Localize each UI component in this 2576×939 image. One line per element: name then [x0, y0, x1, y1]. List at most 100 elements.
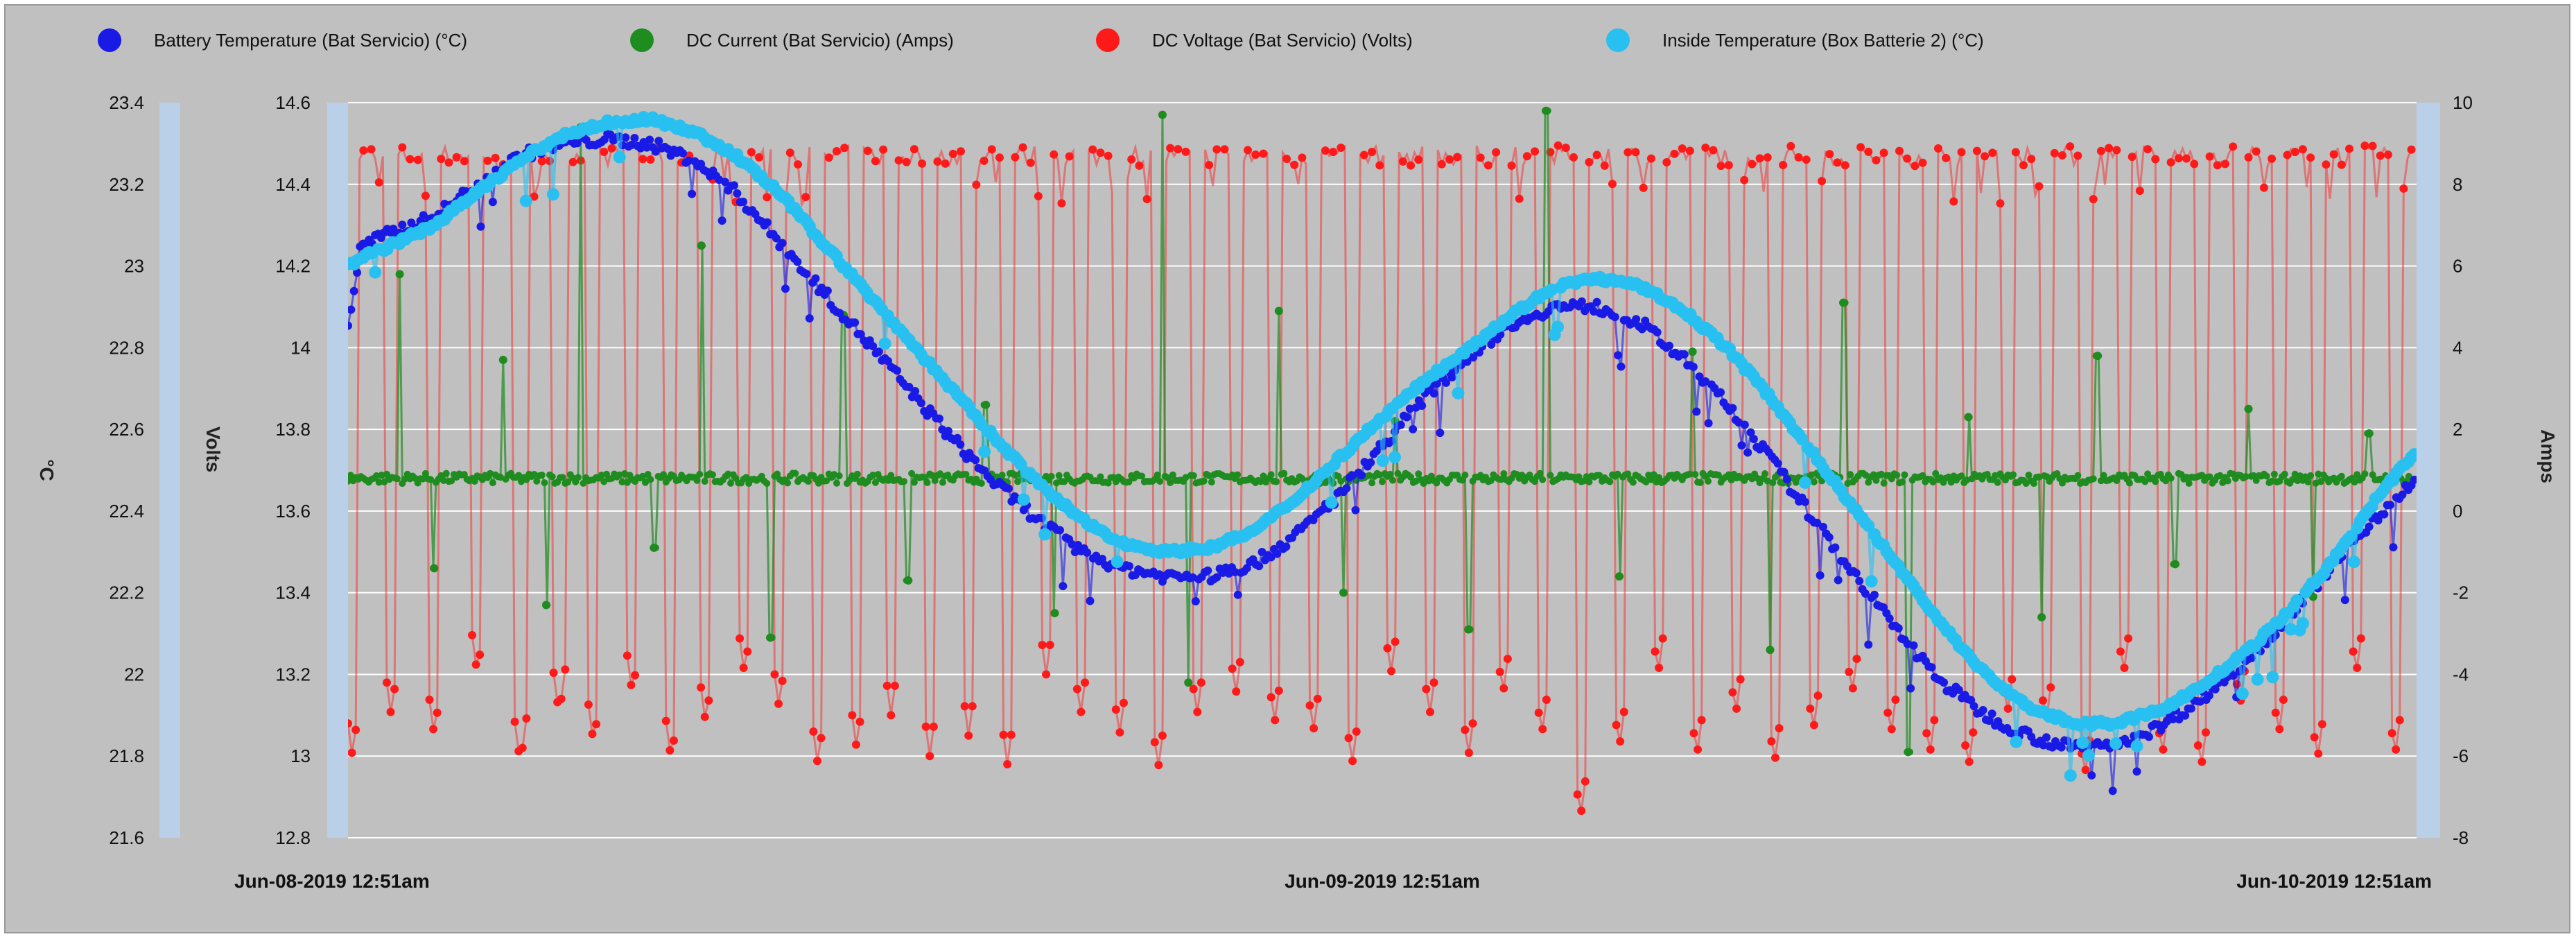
dc-current-dip	[1184, 678, 1193, 687]
dc-voltage-point	[1651, 647, 1660, 656]
dc-voltage-point	[1779, 160, 1788, 169]
dc-current-point	[1394, 470, 1402, 477]
dc-current-point	[2035, 473, 2043, 481]
battery-temperature-point	[1954, 685, 1963, 694]
dc-voltage-point	[2252, 147, 2261, 156]
battery-temperature-point	[1728, 404, 1737, 413]
battery-temperature-point	[1267, 553, 1276, 562]
dc-current-point	[1200, 477, 1208, 485]
inside-temperature-point	[978, 445, 991, 458]
dc-current-point	[1461, 471, 1469, 479]
dc-current-point	[708, 471, 716, 479]
dc-current-dip	[766, 633, 775, 642]
dc-voltage-point	[2027, 155, 2036, 164]
dc-current-point	[1260, 472, 1267, 480]
battery-temperature-point	[763, 218, 772, 227]
legend-marker	[1606, 28, 1630, 52]
battery-temperature-point	[1949, 689, 1958, 698]
dc-voltage-point	[483, 156, 492, 165]
dc-voltage-point	[1631, 148, 1640, 157]
battery-temperature-point	[1233, 590, 1242, 599]
dc-voltage-point	[1174, 145, 1183, 154]
dc-current-point	[701, 478, 708, 485]
dc-voltage-point	[1903, 154, 1912, 163]
dc-current-point	[1125, 478, 1133, 485]
dc-current-point	[2281, 470, 2288, 478]
dc-current-point	[977, 479, 985, 487]
dc-current-point	[724, 470, 732, 478]
battery-temperature-point	[1816, 571, 1825, 580]
legend-item[interactable]: Inside Temperature (Box Batterie 2) (°C)	[1606, 28, 1984, 52]
dc-voltage-point	[1895, 146, 1904, 155]
dc-current-point	[574, 474, 582, 481]
temp-tick-label: 22.4	[109, 501, 144, 522]
dc-current-point	[1944, 473, 1952, 481]
dc-voltage-point	[1414, 155, 1423, 164]
dc-voltage-point	[995, 153, 1004, 162]
dc-current-point	[523, 476, 530, 483]
temp-axis-label: °C	[36, 459, 58, 481]
series-layer	[348, 106, 2417, 816]
legend-item[interactable]: DC Current (Bat Servicio) (Amps)	[630, 28, 954, 52]
inside-temperature-point	[1798, 476, 1811, 489]
dc-voltage-point	[557, 694, 566, 703]
amps-tick-label: -6	[2453, 746, 2469, 766]
legend-item[interactable]: Battery Temperature (Bat Servicio) (°C)	[98, 28, 467, 52]
dc-voltage-point	[2376, 151, 2385, 160]
battery-temperature-point	[1834, 576, 1843, 585]
dc-current-point	[2315, 470, 2322, 478]
battery-temperature-point	[720, 178, 729, 187]
dc-voltage-point	[1775, 724, 1784, 733]
battery-temperature-point	[1894, 623, 1903, 632]
battery-temperature-point	[851, 318, 860, 327]
dc-current-point	[1337, 477, 1345, 485]
dc-voltage-point	[1554, 141, 1563, 150]
dc-current-point	[792, 470, 799, 477]
temp-tick-label: 21.6	[109, 827, 144, 848]
dc-voltage-point	[348, 748, 356, 757]
volts-tick-label: 13.6	[275, 501, 311, 522]
battery-temperature-point	[2247, 653, 2256, 662]
dc-voltage-point	[2135, 187, 2144, 196]
battery-temperature-point	[679, 148, 688, 157]
dc-voltage-point	[933, 157, 942, 166]
battery-temperature-point	[1782, 474, 1791, 483]
battery-temperature-point	[1469, 353, 1478, 362]
battery-temperature-point	[1059, 582, 1068, 591]
inside-temperature-point	[2347, 555, 2360, 569]
dc-current-point	[1280, 470, 1288, 477]
battery-temperature-point	[1255, 562, 1264, 571]
battery-temperature-point	[1351, 506, 1360, 515]
inside-temperature-point	[2109, 737, 2123, 750]
dc-current-point	[1901, 471, 1908, 479]
dc-current-point	[1642, 478, 1650, 485]
battery-temperature-point	[1342, 484, 1351, 493]
dc-voltage-point	[1282, 155, 1291, 164]
legend-item[interactable]: DC Voltage (Bat Servicio) (Volts)	[1096, 28, 1413, 52]
dc-voltage-point	[348, 719, 352, 728]
dc-voltage-point	[1135, 161, 1144, 170]
temp-tick-label: 22	[124, 664, 144, 684]
battery-temperature-point	[893, 366, 902, 375]
dc-voltage-point	[2003, 704, 2012, 713]
battery-temperature-point	[1617, 362, 1626, 371]
battery-temperature-point	[1818, 522, 1827, 531]
dc-current-point	[1234, 471, 1242, 479]
volts-tick-label: 12.8	[275, 827, 311, 848]
dc-voltage-point	[2353, 664, 2362, 673]
inside-temperature-point	[1376, 454, 1389, 467]
dc-voltage-point	[1445, 155, 1454, 164]
amps-tick-label: 6	[2453, 256, 2462, 277]
dc-voltage-point	[2205, 152, 2214, 161]
dc-voltage-point	[1220, 145, 1229, 154]
dc-current-point	[538, 472, 546, 479]
dc-voltage-point	[2143, 145, 2152, 154]
battery-temperature-point	[1068, 540, 1077, 549]
dc-current-point	[1104, 479, 1112, 487]
dc-voltage-point	[386, 707, 395, 716]
battery-temperature-point	[1212, 573, 1221, 582]
legend-label: Battery Temperature (Bat Servicio) (°C)	[154, 30, 467, 51]
inside-temperature-point	[613, 150, 626, 164]
dc-voltage-point	[902, 157, 911, 166]
legend-label: DC Current (Bat Servicio) (Amps)	[686, 30, 954, 51]
